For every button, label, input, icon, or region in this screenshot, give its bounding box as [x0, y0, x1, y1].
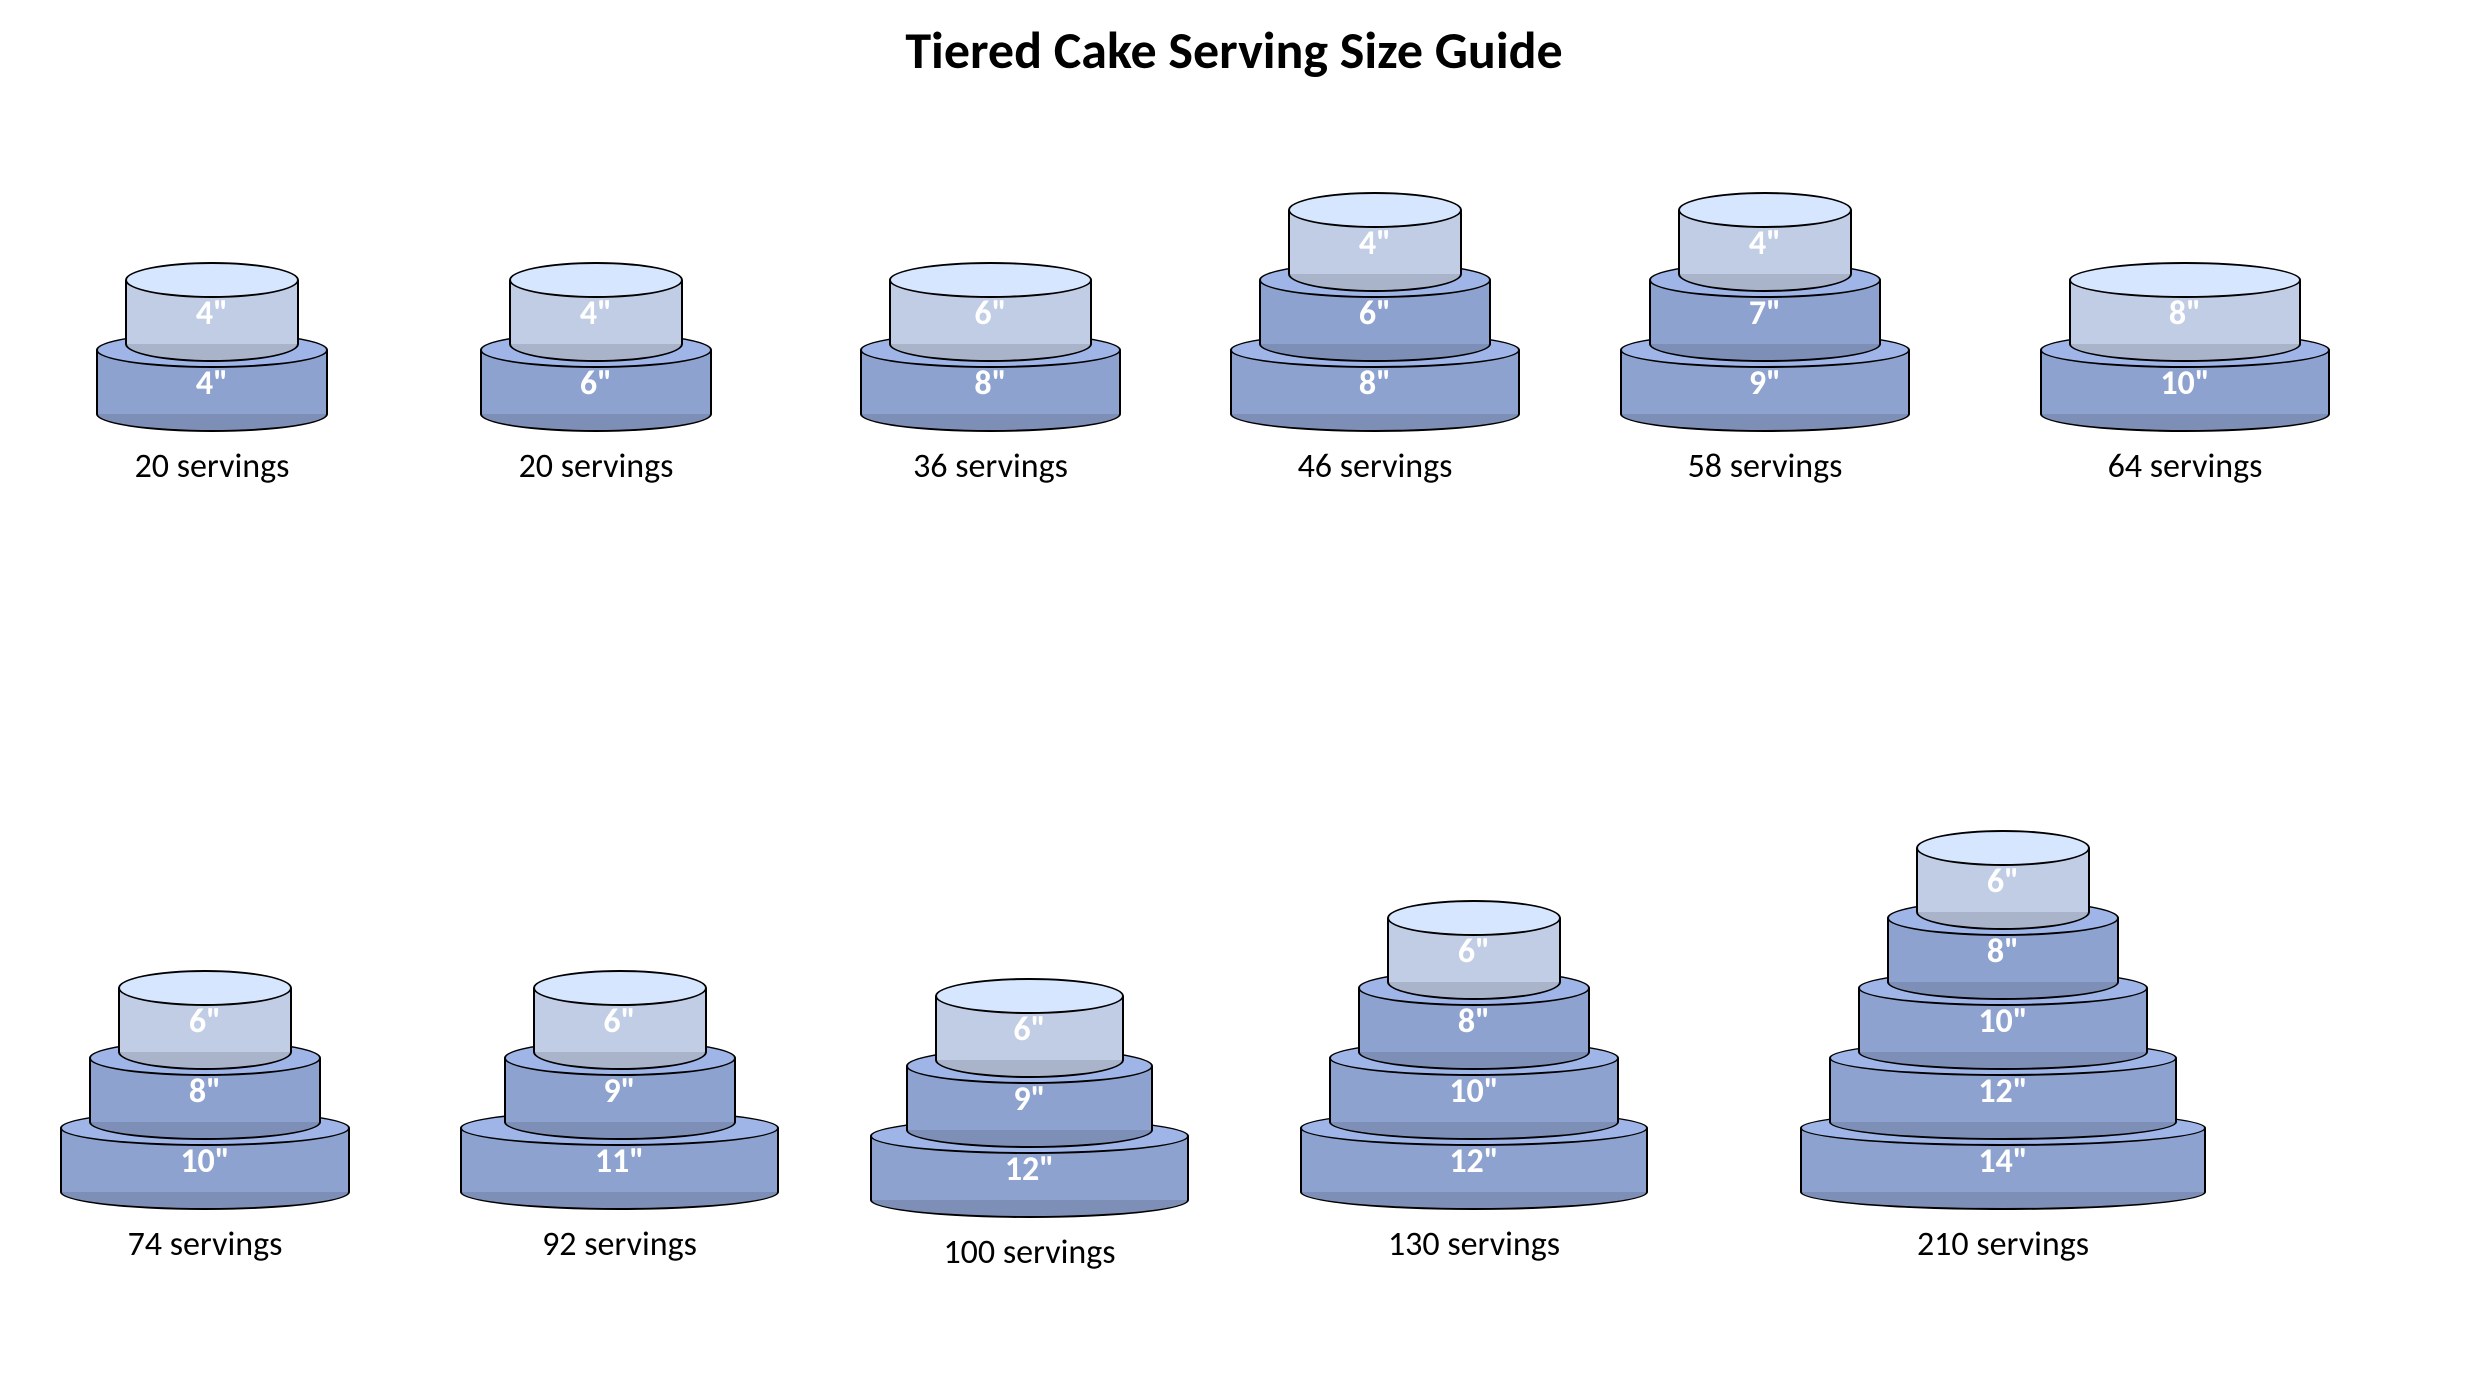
tier-size-label: 10": [1329, 1071, 1619, 1112]
cake: 10" 8" 6" 74 servings: [60, 970, 350, 1265]
cake-tier: 6": [935, 978, 1124, 1078]
cake-stack: 8" 6": [860, 262, 1121, 432]
tier-size-label: 9": [906, 1079, 1153, 1120]
cake: 8" 6" 36 servings: [860, 262, 1121, 487]
tier-size-label: 6": [118, 1001, 292, 1042]
cake: 6" 4" 20 servings: [480, 262, 712, 487]
cake: 12" 10" 8" 6" 130 servings: [1300, 900, 1648, 1265]
tier-size-label: 4": [125, 293, 299, 334]
cake-tier: 8": [2069, 262, 2301, 362]
tier-size-label: 7": [1649, 293, 1881, 334]
tier-size-label: 14": [1800, 1141, 2206, 1182]
tier-size-label: 8": [1358, 1001, 1590, 1042]
servings-caption: 130 servings: [1300, 1224, 1648, 1265]
cake-stack: 10" 8": [2040, 262, 2330, 432]
servings-caption: 100 servings: [870, 1232, 1189, 1273]
tier-size-label: 8": [89, 1071, 321, 1112]
tier-size-label: 4": [1678, 223, 1852, 264]
tier-size-label: 6": [1916, 861, 2090, 902]
cake-stack: 10" 8" 6": [60, 970, 350, 1210]
page-title: Tiered Cake Serving Size Guide: [0, 18, 2468, 82]
tier-size-label: 4": [96, 363, 328, 404]
tier-size-label: 11": [460, 1141, 779, 1182]
cake-stack: 11" 9" 6": [460, 970, 779, 1210]
tier-size-label: 9": [504, 1071, 736, 1112]
servings-caption: 20 servings: [480, 446, 712, 487]
cake-tier: 6": [533, 970, 707, 1070]
cake: 9" 7" 4" 58 servings: [1620, 192, 1910, 487]
servings-caption: 46 servings: [1230, 446, 1520, 487]
tier-size-label: 6": [533, 1001, 707, 1042]
cake-tier: 6": [1916, 830, 2090, 930]
tier-size-label: 12": [1829, 1071, 2177, 1112]
cake-tier: 4": [1288, 192, 1462, 292]
servings-caption: 210 servings: [1800, 1224, 2206, 1265]
cake-stack: 12" 9" 6": [870, 978, 1189, 1218]
cake: 4" 4" 20 servings: [96, 262, 328, 487]
tier-size-label: 6": [1259, 293, 1491, 334]
cake: 10" 8" 64 servings: [2040, 262, 2330, 487]
tier-size-label: 10": [2040, 363, 2330, 404]
tier-size-label: 10": [1858, 1001, 2148, 1042]
servings-caption: 64 servings: [2040, 446, 2330, 487]
cake: 12" 9" 6" 100 servings: [870, 978, 1189, 1273]
tier-size-label: 4": [509, 293, 683, 334]
cake: 11" 9" 6" 92 servings: [460, 970, 779, 1265]
cake-tier: 6": [889, 262, 1092, 362]
servings-caption: 36 servings: [860, 446, 1121, 487]
tier-size-label: 8": [860, 363, 1121, 404]
tier-size-label: 12": [870, 1149, 1189, 1190]
cake: 8" 6" 4" 46 servings: [1230, 192, 1520, 487]
cake: 14" 12" 10" 8" 6" 210 servings: [1800, 830, 2206, 1265]
tier-size-label: 8": [1887, 931, 2119, 972]
tier-size-label: 6": [480, 363, 712, 404]
cake-stack: 12" 10" 8" 6": [1300, 900, 1648, 1210]
tier-size-label: 4": [1288, 223, 1462, 264]
cake-stack: 8" 6" 4": [1230, 192, 1520, 432]
servings-caption: 92 servings: [460, 1224, 779, 1265]
cake-tier: 6": [118, 970, 292, 1070]
cake-tier: 6": [1387, 900, 1561, 1000]
servings-caption: 74 servings: [60, 1224, 350, 1265]
cake-stack: 14" 12" 10" 8" 6": [1800, 830, 2206, 1210]
cake-tier: 4": [1678, 192, 1852, 292]
tier-size-label: 12": [1300, 1141, 1648, 1182]
tier-size-label: 9": [1620, 363, 1910, 404]
cake-stack: 6" 4": [480, 262, 712, 432]
tier-size-label: 6": [1387, 931, 1561, 972]
cake-tier: 4": [125, 262, 299, 362]
tier-size-label: 8": [1230, 363, 1520, 404]
tier-size-label: 6": [935, 1009, 1124, 1050]
cake-stack: 4" 4": [96, 262, 328, 432]
tier-size-label: 6": [889, 293, 1092, 334]
cake-stack: 9" 7" 4": [1620, 192, 1910, 432]
tier-size-label: 10": [60, 1141, 350, 1182]
servings-caption: 58 servings: [1620, 446, 1910, 487]
servings-caption: 20 servings: [96, 446, 328, 487]
tier-size-label: 8": [2069, 293, 2301, 334]
cake-tier: 4": [509, 262, 683, 362]
